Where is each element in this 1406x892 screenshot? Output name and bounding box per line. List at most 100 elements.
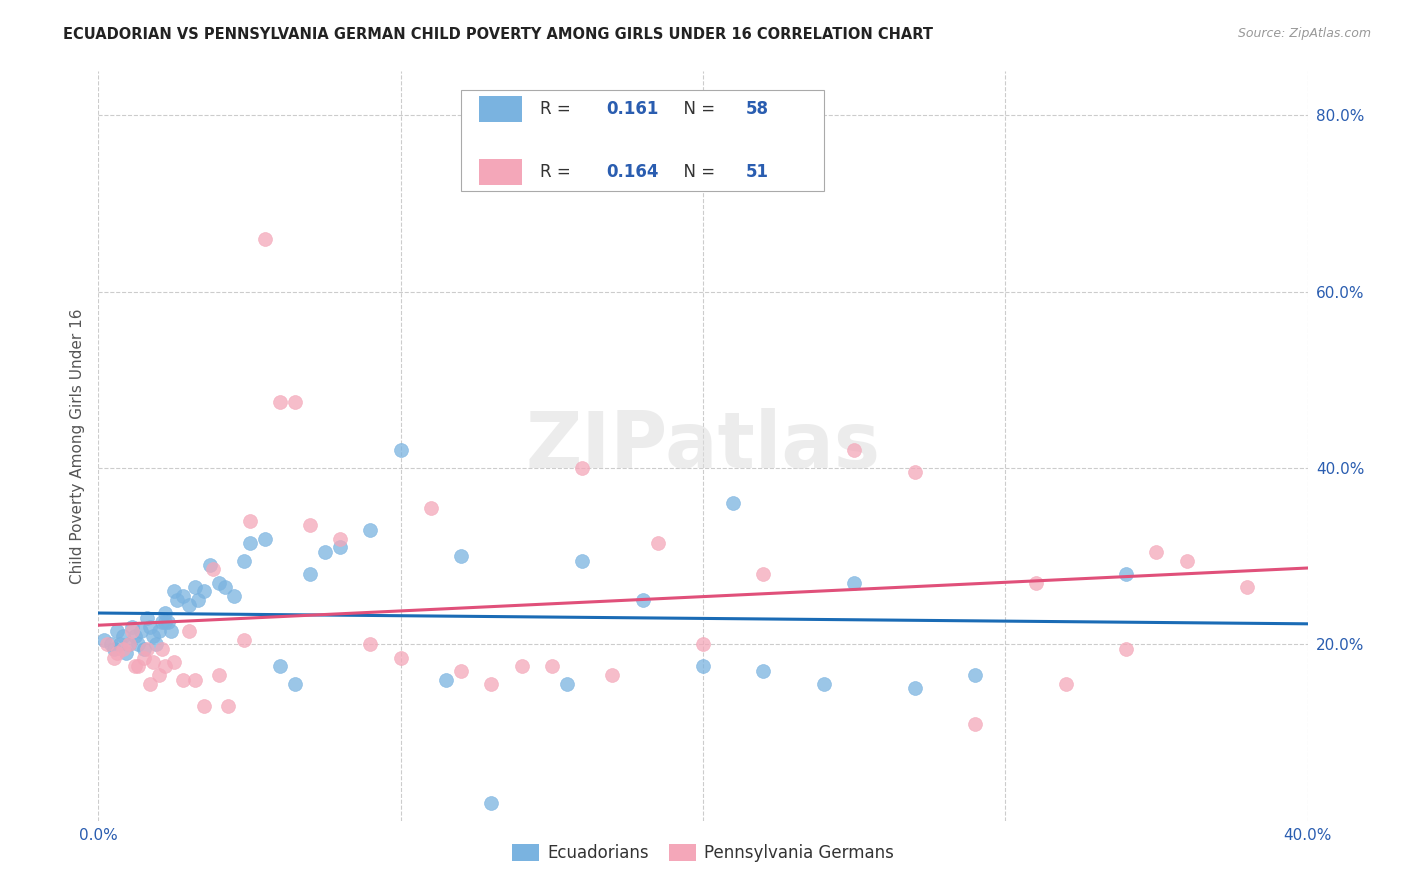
Point [647,536,669,550]
Point [1054,677,1077,691]
Text: N =: N = [672,163,720,181]
Point [124,659,146,673]
Point [132,641,155,656]
Point [314,545,336,559]
Point [142,655,165,669]
Y-axis label: Child Poverty Among Girls Under 16: Child Poverty Among Girls Under 16 [69,309,84,583]
Point [360,637,382,651]
Point [135,641,157,656]
Point [329,541,352,555]
Point [103,641,125,656]
Point [202,562,225,576]
Point [602,668,624,682]
Point [224,589,246,603]
Point [752,566,775,581]
Point [360,523,382,537]
Point [232,632,254,647]
Text: Source: ZipAtlas.com: Source: ZipAtlas.com [1237,27,1371,40]
Point [389,650,412,665]
Point [105,624,128,639]
Point [166,593,188,607]
Point [1175,553,1198,567]
Point [752,664,775,678]
Point [121,620,143,634]
Text: N =: N = [672,100,720,119]
Point [103,650,125,665]
Point [150,641,173,656]
Point [692,637,714,651]
Point [232,553,254,567]
Point [142,628,165,642]
Point [555,677,578,691]
Point [184,580,207,594]
Point [132,650,155,665]
Text: 0.161: 0.161 [606,100,658,119]
Point [844,575,866,590]
Point [1144,545,1167,559]
Point [156,615,179,630]
Point [111,641,134,656]
FancyBboxPatch shape [461,90,824,191]
Text: ZIPatlas: ZIPatlas [526,408,880,484]
Point [239,514,262,528]
Text: 51: 51 [745,163,768,181]
Point [269,659,291,673]
Point [269,395,291,409]
Point [813,677,835,691]
Point [153,607,176,621]
Point [284,395,307,409]
Point [450,549,472,564]
Point [118,637,141,651]
Point [127,659,149,673]
Point [965,716,987,731]
Point [239,536,262,550]
Point [420,500,443,515]
Point [208,575,231,590]
Point [692,659,714,673]
Point [163,584,186,599]
Point [1115,566,1137,581]
Point [93,632,115,647]
Point [217,699,239,714]
Legend: Ecuadorians, Pennsylvania Germans: Ecuadorians, Pennsylvania Germans [506,837,900,869]
Point [139,620,162,634]
Point [214,580,236,594]
Point [631,593,654,607]
Point [108,637,131,651]
Point [571,461,593,475]
Point [179,624,201,639]
Point [105,646,128,660]
Point [187,593,209,607]
Point [121,624,143,639]
Point [965,668,987,682]
Text: 58: 58 [745,100,768,119]
Point [148,668,170,682]
Point [135,611,157,625]
Point [253,532,276,546]
Point [723,496,745,510]
Point [172,673,194,687]
Point [184,673,207,687]
Point [193,699,215,714]
Point [904,681,927,696]
Point [111,628,134,642]
Point [434,673,457,687]
Point [904,466,927,480]
Point [329,532,352,546]
Point [200,558,222,572]
Point [153,659,176,673]
Text: ECUADORIAN VS PENNSYLVANIA GERMAN CHILD POVERTY AMONG GIRLS UNDER 16 CORRELATION: ECUADORIAN VS PENNSYLVANIA GERMAN CHILD … [63,27,934,42]
Point [1024,575,1046,590]
FancyBboxPatch shape [479,159,522,186]
Text: 0.164: 0.164 [606,163,659,181]
Point [148,624,170,639]
Point [253,232,276,246]
Point [129,624,152,639]
Point [481,677,503,691]
Point [172,589,194,603]
Text: R =: R = [540,100,576,119]
Point [96,637,118,651]
Point [153,615,176,630]
Point [510,659,533,673]
Point [100,637,122,651]
